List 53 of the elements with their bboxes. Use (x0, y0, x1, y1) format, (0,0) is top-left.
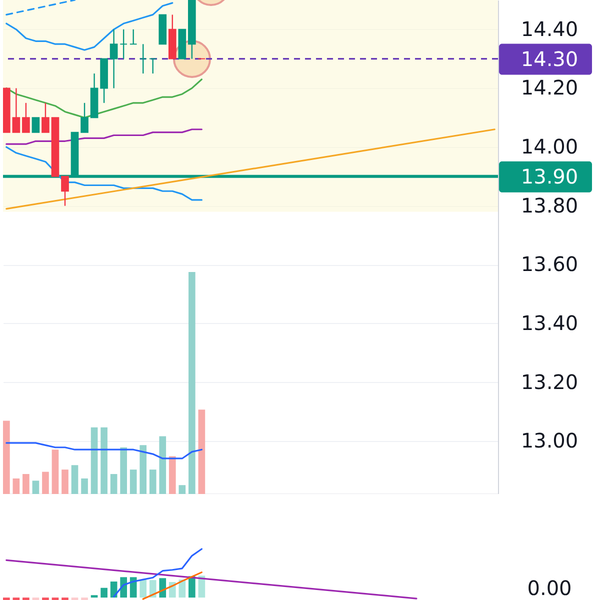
y-tick-label: 13.40 (520, 310, 578, 335)
bar (178, 485, 186, 494)
y-tick-label: 13.20 (520, 370, 578, 394)
bar (12, 478, 20, 494)
candlestick (129, 28, 138, 45)
bar (140, 445, 147, 494)
candlestick (42, 102, 50, 133)
y-tick-label: 14.20 (520, 76, 578, 100)
bar (90, 427, 98, 494)
candlestick (148, 58, 157, 74)
y-tick-label: 13.60 (520, 252, 578, 276)
bar (130, 577, 137, 598)
y-tick-label: 13.00 (520, 428, 578, 453)
candlestick (12, 88, 20, 133)
y-tick-label: 14.00 (520, 134, 578, 159)
bar (62, 470, 68, 494)
candlestick (80, 102, 88, 133)
bar (149, 470, 156, 494)
candlestick (120, 28, 128, 60)
bar (178, 580, 186, 598)
bar (52, 450, 59, 494)
bar (3, 420, 10, 494)
bar (130, 470, 137, 494)
line-series (6, 146, 202, 201)
bar (81, 478, 88, 494)
bar (100, 588, 108, 598)
y-tick-label: 13.80 (520, 193, 578, 218)
ref-line-label: 13.90 (520, 164, 578, 188)
y-tick-label: 14.40 (520, 16, 578, 41)
bar (159, 578, 166, 598)
bar (32, 480, 40, 494)
bar (100, 427, 108, 494)
bar (42, 472, 49, 494)
ref-line-label: 14.30 (520, 46, 578, 71)
bar (188, 576, 196, 598)
bar (120, 447, 127, 494)
candlestick (61, 176, 69, 206)
bar (140, 580, 147, 598)
bar (90, 595, 98, 598)
bar (22, 474, 30, 494)
candlestick (139, 44, 148, 74)
candlestick (110, 28, 118, 89)
bar (188, 272, 196, 494)
candlestick (32, 117, 40, 133)
candlestick (22, 102, 30, 133)
bar (71, 465, 78, 494)
line-series (6, 128, 202, 145)
line-series (6, 2, 174, 51)
bar (110, 474, 118, 494)
bar (159, 436, 166, 494)
bar (168, 456, 176, 494)
text: 0.00 (527, 576, 572, 600)
bar (198, 410, 206, 494)
